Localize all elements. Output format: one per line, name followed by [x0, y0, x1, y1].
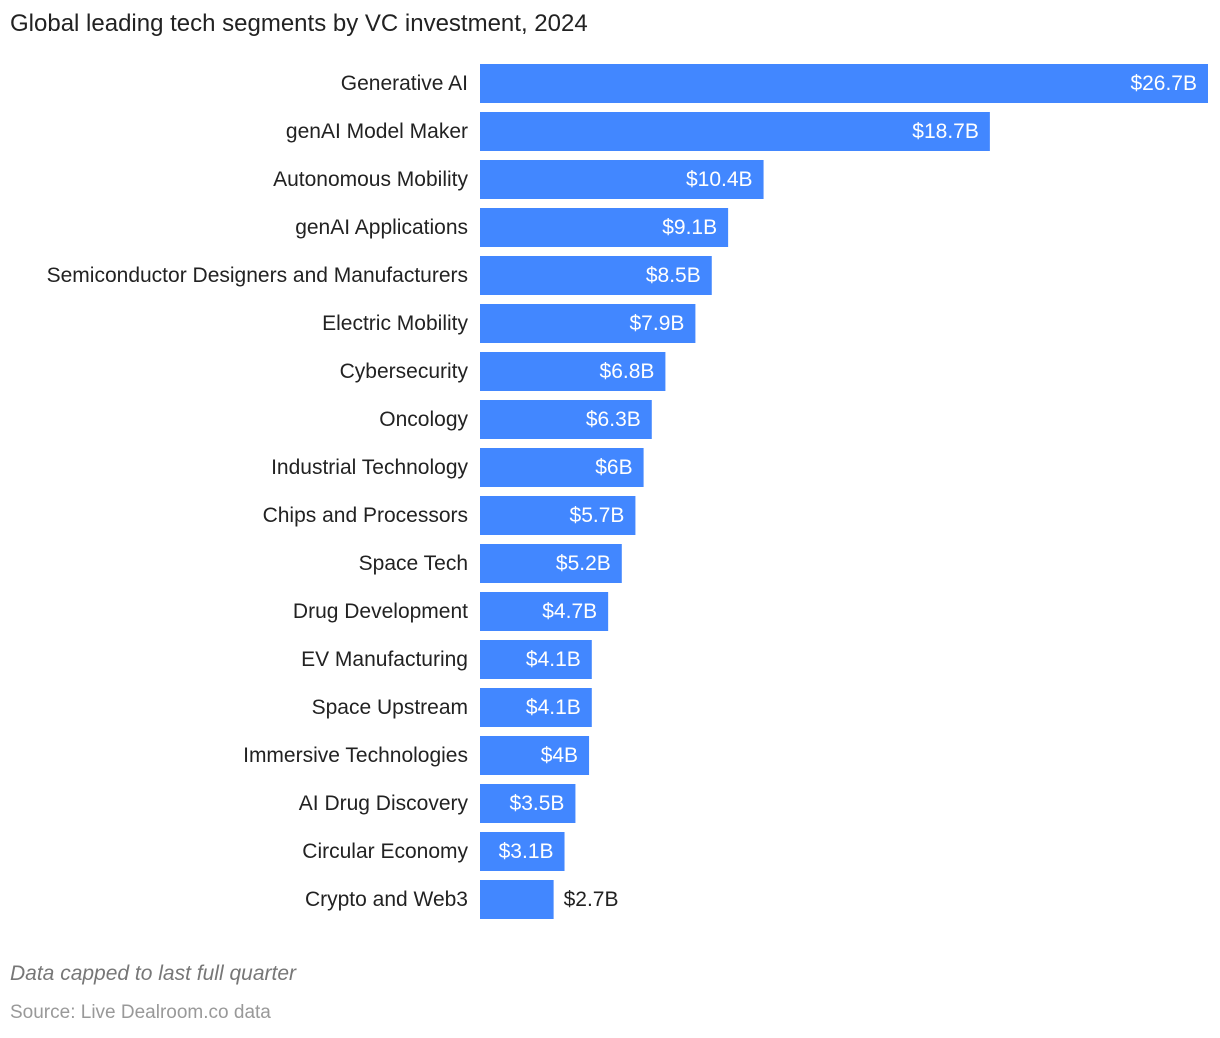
bar [480, 448, 644, 487]
bar [480, 544, 622, 583]
value-label: $3.1B [499, 840, 554, 863]
value-label: $6.3B [586, 408, 641, 431]
bar [480, 64, 1208, 103]
category-label: genAI Applications [295, 216, 468, 239]
category-label: Industrial Technology [271, 456, 468, 479]
category-label: Drug Development [293, 600, 468, 623]
category-label: Semiconductor Designers and Manufacturer… [47, 264, 468, 287]
bar [480, 688, 592, 727]
value-label: $4B [541, 744, 578, 767]
category-label: Oncology [379, 408, 468, 431]
chart-title: Global leading tech segments by VC inves… [10, 10, 588, 37]
category-label: AI Drug Discovery [299, 792, 469, 815]
value-label: $6B [595, 456, 632, 479]
bar [480, 352, 666, 391]
value-label: $2.7B [564, 888, 619, 911]
bar [480, 736, 590, 775]
value-label: $10.4B [686, 168, 753, 191]
bar [480, 112, 990, 151]
bar [480, 496, 636, 535]
source-note: Source: Live Dealroom.co data [10, 1002, 271, 1023]
bar [480, 592, 609, 631]
category-label: Immersive Technologies [243, 744, 468, 767]
category-label: Circular Economy [302, 840, 468, 863]
value-label: $18.7B [912, 120, 979, 143]
category-label: Generative AI [341, 72, 468, 95]
footnote: Data capped to last full quarter [10, 962, 297, 985]
category-label: Cybersecurity [340, 360, 469, 383]
bar [480, 304, 696, 343]
bar [480, 832, 565, 871]
bar [480, 640, 592, 679]
value-label: $9.1B [662, 216, 717, 239]
value-label: $4.1B [526, 696, 581, 719]
value-label: $4.7B [542, 600, 597, 623]
value-label: $4.1B [526, 648, 581, 671]
value-label: $7.9B [630, 312, 685, 335]
bar [480, 784, 576, 823]
bar-chart: Generative AI $26.7B genAI Model Maker $18.… [47, 64, 1208, 919]
category-label: Autonomous Mobility [273, 168, 468, 191]
value-label: $5.7B [570, 504, 625, 527]
bars-group: Generative AI $26.7B genAI Model Maker $18.… [47, 64, 1208, 919]
category-label: Electric Mobility [322, 312, 468, 335]
category-label: Space Upstream [312, 696, 468, 719]
category-label: Space Tech [359, 552, 468, 575]
bar [480, 160, 764, 199]
value-label: $6.8B [600, 360, 655, 383]
value-label: $8.5B [646, 264, 701, 287]
category-label: genAI Model Maker [286, 120, 468, 143]
category-label: EV Manufacturing [301, 648, 468, 671]
bar [480, 400, 652, 439]
bar [480, 208, 729, 247]
category-label: Chips and Processors [263, 504, 468, 527]
category-label: Crypto and Web3 [305, 888, 468, 911]
value-label: $5.2B [556, 552, 611, 575]
bar [480, 880, 554, 919]
bar [480, 256, 712, 295]
value-label: $3.5B [510, 792, 565, 815]
value-label: $26.7B [1130, 72, 1197, 95]
